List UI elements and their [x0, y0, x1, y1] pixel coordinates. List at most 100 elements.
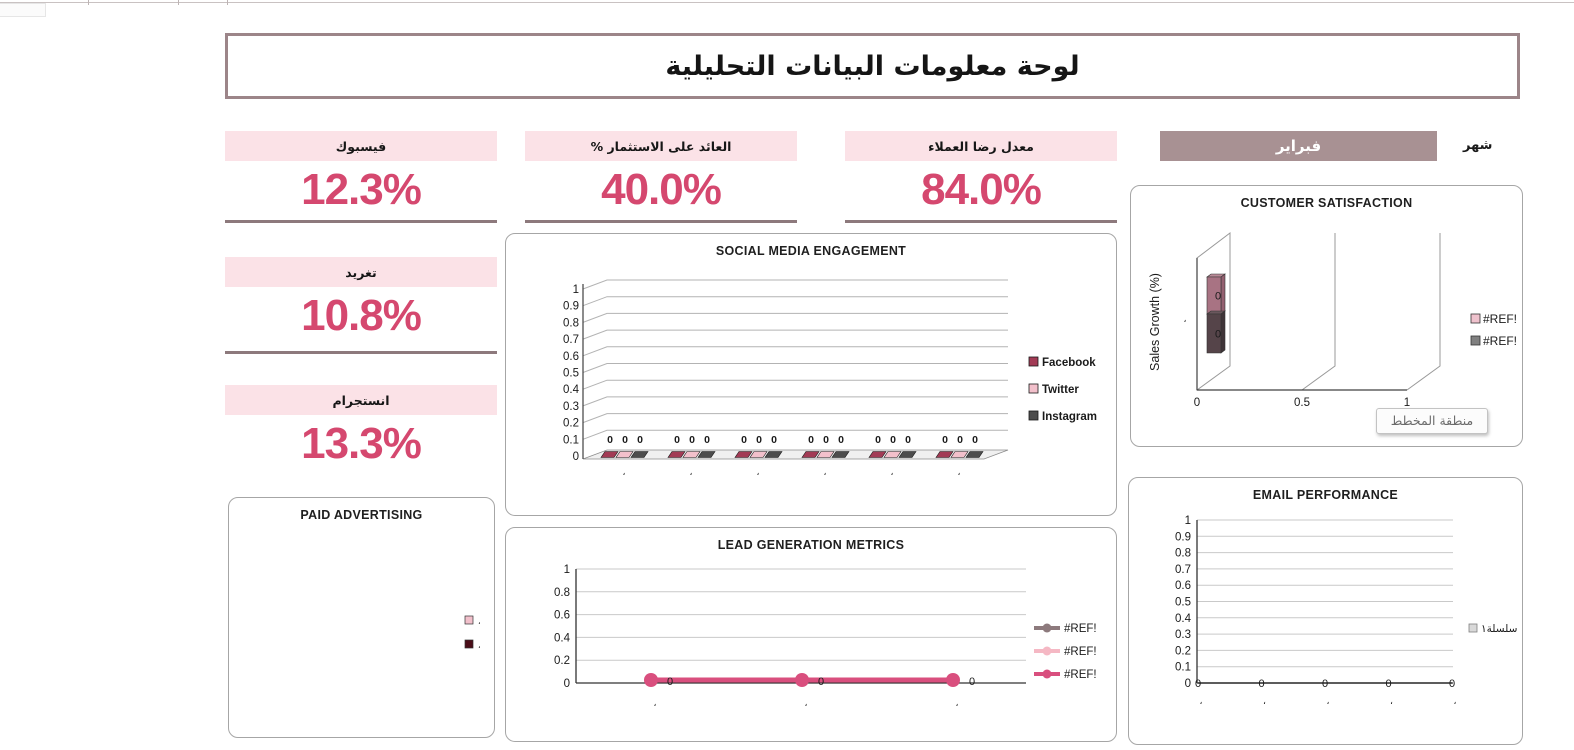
svg-text:0.3: 0.3 — [563, 401, 579, 413]
svg-text:#REF!: #REF! — [1483, 312, 1517, 326]
svg-text:0.7: 0.7 — [563, 334, 579, 346]
svg-text:0.8: 0.8 — [1175, 548, 1191, 560]
svg-text:،: ، — [956, 698, 959, 708]
svg-text:#REF!: #REF! — [1064, 623, 1097, 635]
svg-text:0: 0 — [1215, 329, 1221, 341]
page-title: لوحة معلومات البيانات التحليلية — [665, 50, 1080, 82]
svg-text:0.3: 0.3 — [1175, 629, 1191, 641]
svg-text:،: ، — [478, 617, 481, 626]
svg-text:0: 0 — [818, 676, 824, 688]
paid-advertising-panel[interactable]: PAID ADVERTISING ، ، — [228, 497, 495, 738]
kpi-card-roi: العائد على الاستثمار % 40.0% — [525, 131, 797, 223]
svg-text:،: ، — [654, 698, 657, 708]
svg-text:0: 0 — [1449, 678, 1455, 690]
svg-text:1: 1 — [1185, 515, 1191, 527]
svg-text:0: 0 — [1185, 678, 1191, 690]
svg-text:0: 0 — [622, 434, 628, 446]
svg-text:0: 0 — [704, 434, 710, 446]
svg-text:0.4: 0.4 — [563, 384, 580, 396]
kpi-value: 12.3% — [301, 165, 422, 214]
column-divider — [227, 0, 228, 5]
svg-text:،: ، — [1263, 696, 1266, 706]
customer-satisfaction-panel[interactable]: CUSTOMER SATISFACTION 0 0.5 1 0 0 ، Sales Grow… — [1130, 185, 1523, 447]
month-label: شهر — [1463, 138, 1493, 153]
svg-text:0: 0 — [756, 434, 762, 446]
svg-text:Facebook: Facebook — [1042, 357, 1096, 369]
svg-text:0.8: 0.8 — [554, 587, 570, 599]
kpi-label: العائد على الاستثمار % — [525, 131, 797, 161]
kpi-card-twitter: تغريد 10.8% — [225, 257, 497, 354]
month-selector[interactable]: فبراير — [1160, 131, 1437, 161]
svg-text:Twitter: Twitter — [1042, 384, 1079, 396]
svg-text:0: 0 — [564, 678, 570, 690]
svg-text:0: 0 — [1385, 678, 1391, 690]
email-performance-chart[interactable]: 10.90.80.70.60.50.40.30.20.10 0 0 0 0 0، ، ، ، ،س… — [1129, 508, 1524, 746]
svg-text:0.4: 0.4 — [554, 632, 571, 644]
svg-text:،: ، — [805, 698, 808, 708]
lead-generation-chart[interactable]: 1 0.8 0.6 0.4 0.2 0 0 0 0 ، ، ، #REF! #REF! #REF! — [506, 558, 1118, 743]
svg-text:،: ، — [757, 467, 760, 477]
svg-text:0.5: 0.5 — [1175, 597, 1191, 609]
svg-text:#REF!: #REF! — [1064, 646, 1097, 658]
kpi-underline — [225, 220, 497, 223]
svg-text:،: ، — [1327, 696, 1330, 706]
kpi-card-facebook: فيسبوك 12.3% — [225, 131, 497, 223]
customer-satisfaction-chart[interactable]: 0 0.5 1 0 0 ، Sales Growth (%) #REF! #REF! — [1131, 216, 1524, 448]
kpi-card-instagram: انستجرام 13.3% — [225, 385, 497, 473]
svg-text:0: 0 — [637, 434, 643, 446]
svg-text:0.6: 0.6 — [1175, 580, 1191, 592]
social-media-engagement-panel[interactable]: SOCIAL MEDIA ENGAGEMENT 1 0.9 0.8 0.7 0.6 0.5… — [505, 233, 1117, 516]
svg-text:0: 0 — [823, 434, 829, 446]
chart-title: CUSTOMER SATISFACTION — [1240, 196, 1413, 210]
svg-text:0: 0 — [1215, 291, 1221, 303]
dashboard-title-box: لوحة معلومات البيانات التحليلية — [225, 33, 1520, 99]
svg-text:0: 0 — [972, 434, 978, 446]
svg-text:،: ، — [1184, 314, 1187, 324]
kpi-label: فيسبوك — [225, 131, 497, 161]
sheet-top-edge — [0, 2, 1574, 3]
svg-text:0: 0 — [667, 676, 673, 688]
svg-text:،: ، — [958, 467, 961, 477]
svg-text:0: 0 — [573, 451, 579, 463]
chart-area-tooltip: منطقة المخطط — [1376, 408, 1488, 434]
kpi-label: انستجرام — [225, 385, 497, 415]
svg-text:Sales Growth (%): Sales Growth (%) — [1148, 273, 1162, 371]
lead-generation-panel[interactable]: LEAD GENERATION METRICS 1 0.8 0.6 0.4 0.2 0 0 0… — [505, 527, 1117, 742]
kpi-value: 84.0% — [921, 165, 1042, 214]
svg-text:،: ، — [623, 467, 626, 477]
email-performance-panel[interactable]: EMAIL PERFORMANCE 1 0.9 0.8 0.7 0.6 0.5 0.4 0.3… — [1128, 477, 1523, 745]
svg-text:،: ، — [891, 467, 894, 477]
svg-text:0: 0 — [1258, 678, 1264, 690]
column-divider — [178, 0, 179, 5]
svg-text:0.1: 0.1 — [1175, 662, 1191, 674]
kpi-value: 10.8% — [301, 291, 422, 340]
chart-title: EMAIL PERFORMANCE — [1252, 488, 1399, 502]
svg-text:0: 0 — [1195, 678, 1201, 690]
svg-text:1: 1 — [573, 284, 579, 296]
paid-advertising-chart[interactable]: ،، — [229, 528, 496, 739]
sheet-corner-cell — [0, 3, 46, 17]
svg-text:#REF!: #REF! — [1483, 334, 1517, 348]
kpi-underline — [845, 220, 1117, 223]
svg-text:0: 0 — [808, 434, 814, 446]
kpi-card-customer-satisfaction: معدل رضا العملاء 84.0% — [845, 131, 1117, 223]
svg-text:0.6: 0.6 — [554, 610, 570, 622]
chart-title: LEAD GENERATION METRICS — [717, 538, 905, 552]
social-media-engagement-chart[interactable]: 10.90.80.70.60.50.40.30.20.100 0 0،0 0 0،0 0 0… — [506, 264, 1118, 517]
svg-text:0.9: 0.9 — [1175, 531, 1191, 543]
svg-text:،: ، — [1390, 696, 1393, 706]
svg-text:،: ، — [478, 641, 481, 650]
kpi-label: تغريد — [225, 257, 497, 287]
svg-text:0: 0 — [957, 434, 963, 446]
svg-text:0.2: 0.2 — [1175, 645, 1191, 657]
svg-text:0.4: 0.4 — [1175, 613, 1192, 625]
svg-text:0.8: 0.8 — [563, 317, 579, 329]
svg-text:،: ، — [1200, 696, 1203, 706]
svg-text:1: 1 — [1404, 397, 1410, 409]
svg-text:0: 0 — [838, 434, 844, 446]
svg-text:،: ، — [1454, 696, 1457, 706]
svg-text:،: ، — [824, 467, 827, 477]
svg-text:0: 0 — [942, 434, 948, 446]
svg-text:،: ، — [690, 467, 693, 477]
